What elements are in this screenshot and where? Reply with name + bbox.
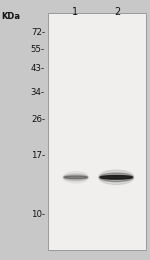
Text: 26-: 26- [31,115,45,124]
Bar [48,13,146,250]
Ellipse shape [99,170,134,185]
Text: 2: 2 [114,6,120,16]
Text: 17-: 17- [31,152,45,160]
Ellipse shape [99,173,133,182]
Text: KDa: KDa [2,12,21,21]
Text: 43-: 43- [31,64,45,73]
Ellipse shape [64,176,87,179]
Text: 10-: 10- [31,210,45,219]
Ellipse shape [63,172,88,183]
Text: 1: 1 [72,6,78,16]
Text: 55-: 55- [31,46,45,54]
Ellipse shape [100,176,132,179]
Ellipse shape [64,174,88,181]
Text: 72-: 72- [31,28,45,37]
Text: 34-: 34- [31,88,45,97]
